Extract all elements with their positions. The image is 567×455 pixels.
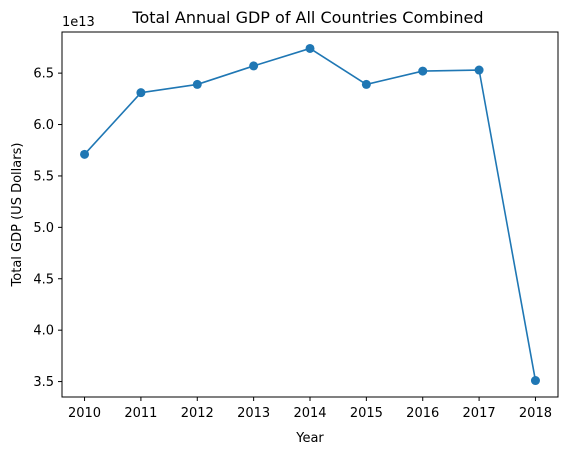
x-tick-label: 2016 bbox=[406, 406, 439, 421]
data-point bbox=[192, 79, 202, 89]
data-point bbox=[249, 61, 259, 71]
data-point bbox=[80, 149, 90, 159]
data-point bbox=[136, 88, 146, 98]
x-tick-label: 2011 bbox=[124, 406, 157, 421]
y-tick-label: 5.0 bbox=[33, 221, 54, 236]
x-tick-label: 2017 bbox=[463, 406, 496, 421]
x-tick-label: 2012 bbox=[181, 406, 214, 421]
x-tick-label: 2018 bbox=[519, 406, 552, 421]
x-tick-label: 2014 bbox=[293, 406, 326, 421]
y-tick-label: 3.5 bbox=[33, 375, 54, 390]
x-axis-label: Year bbox=[295, 431, 324, 446]
chart-title: Total Annual GDP of All Countries Combin… bbox=[131, 8, 483, 27]
y-tick-label: 4.0 bbox=[33, 324, 54, 339]
y-tick-label: 4.5 bbox=[33, 272, 54, 287]
series-layer bbox=[80, 43, 540, 386]
y-axis: 3.5 4.0 4.5 5.0 5.5 6.0 6.5 bbox=[33, 67, 62, 390]
y-axis-label: Total GDP (US Dollars) bbox=[10, 143, 25, 288]
data-point bbox=[418, 66, 428, 76]
y-tick-label: 6.5 bbox=[33, 67, 54, 82]
data-point bbox=[305, 43, 315, 53]
x-tick-label: 2015 bbox=[350, 406, 383, 421]
data-point bbox=[474, 65, 484, 75]
data-point bbox=[530, 376, 540, 386]
y-tick-label: 6.0 bbox=[33, 118, 54, 133]
data-point bbox=[361, 79, 371, 89]
plot-area bbox=[61, 31, 559, 398]
y-axis-offset-label: 1e13 bbox=[62, 15, 95, 30]
x-axis: 2010 2011 2012 2013 2014 2015 2016 2017 2018 bbox=[68, 397, 552, 421]
y-tick-label: 5.5 bbox=[33, 169, 54, 184]
x-tick-label: 2013 bbox=[237, 406, 270, 421]
x-tick-label: 2010 bbox=[68, 406, 101, 421]
